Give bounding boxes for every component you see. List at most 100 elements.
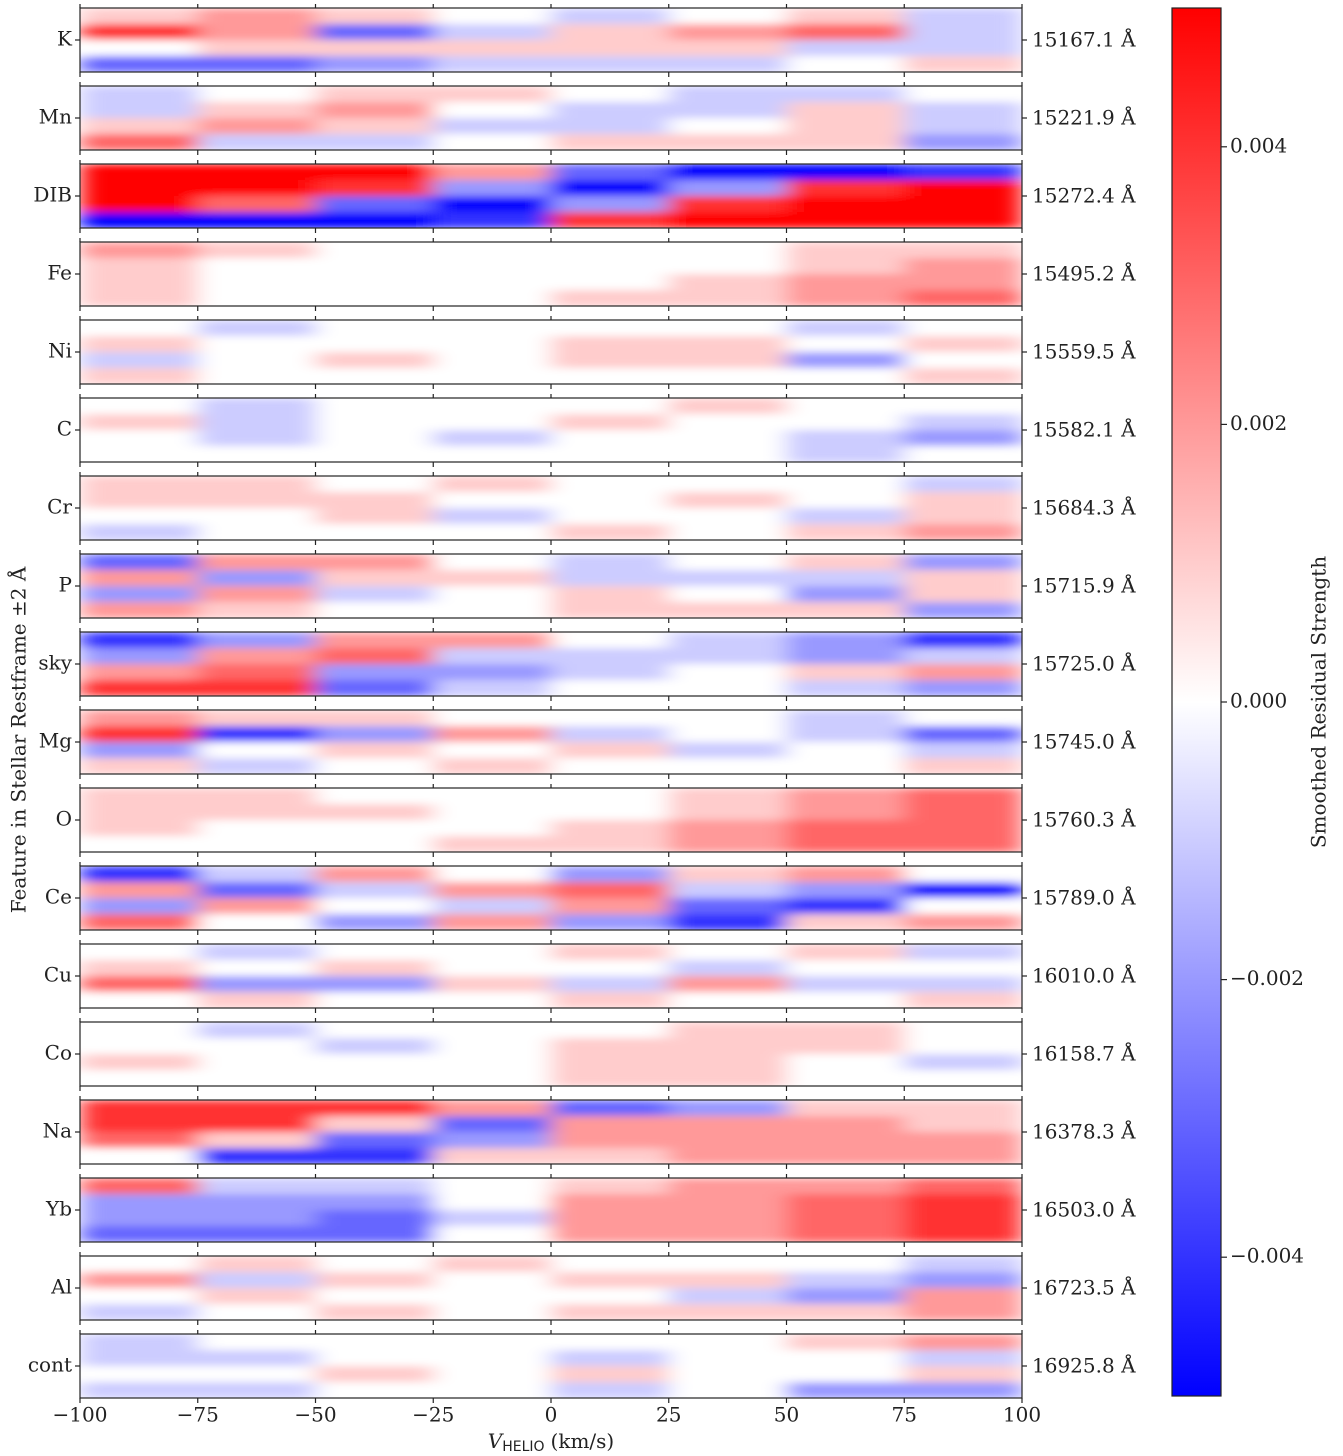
heatmap-cell	[904, 1256, 1022, 1273]
heatmap-cell	[786, 992, 905, 1008]
heatmap-cell	[80, 1178, 199, 1195]
heatmap-cell	[80, 742, 199, 759]
heatmap-cell	[551, 86, 670, 103]
heatmap-cell	[80, 632, 199, 649]
heatmap-cell	[904, 554, 1022, 571]
heatmap-cell	[904, 102, 1022, 119]
heatmap-cell	[786, 1366, 905, 1383]
heatmap-cell	[433, 1226, 552, 1242]
heatmap-cell	[904, 1288, 1022, 1305]
heatmap-cell	[786, 1054, 905, 1071]
heatmap-cell	[80, 1288, 199, 1305]
panel	[80, 164, 1022, 228]
heatmap-cell	[433, 1132, 552, 1149]
heatmap-cell	[80, 242, 199, 259]
heatmap-cell	[551, 1038, 670, 1055]
heatmap-cell	[197, 554, 316, 571]
heatmap-cell	[551, 1304, 670, 1320]
heatmap-cell	[197, 632, 316, 649]
heatmap-cell	[80, 804, 199, 821]
heatmap-cell	[668, 882, 787, 899]
heatmap-cell	[315, 586, 434, 603]
heatmap-cell	[80, 446, 199, 462]
heatmap-cell	[433, 570, 552, 587]
heatmap-cell	[668, 180, 787, 197]
heatmap-cell	[315, 1132, 434, 1149]
heatmap-cell	[315, 1334, 434, 1351]
panel-name: DIB	[33, 183, 72, 207]
heatmap-cell	[197, 476, 316, 493]
heatmap-cell	[551, 758, 670, 774]
panel-wavelength: 15745.0 Å	[1032, 729, 1136, 754]
heatmap-cell	[668, 976, 787, 993]
heatmap-cell	[668, 914, 787, 930]
heatmap-cell	[786, 914, 905, 930]
heatmap-cell	[197, 710, 316, 727]
heatmap-cell	[315, 944, 434, 961]
heatmap-cell	[551, 212, 670, 228]
heatmap-cell	[668, 1226, 787, 1242]
heatmap-cell	[668, 524, 787, 540]
heatmap-cell	[904, 1334, 1022, 1351]
heatmap-cell	[433, 648, 552, 665]
heatmap-cell	[551, 570, 670, 587]
heatmap-cell	[904, 368, 1022, 384]
heatmap-cell	[433, 508, 552, 525]
heatmap-cell	[315, 1256, 434, 1273]
panel-wavelength: 15715.9 Å	[1032, 573, 1136, 598]
heatmap-cell	[80, 86, 199, 103]
heatmap-cell	[80, 1304, 199, 1320]
heatmap-cell	[315, 570, 434, 587]
heatmap-cell	[786, 118, 905, 135]
heatmap-cell	[668, 320, 787, 337]
heatmap-cells	[80, 242, 1022, 306]
heatmap-cell	[551, 336, 670, 353]
heatmap-cell	[315, 1148, 434, 1164]
heatmap-cell	[197, 398, 316, 415]
heatmap-cell	[786, 976, 905, 993]
heatmap-cell	[551, 960, 670, 977]
heatmap-cell	[904, 180, 1022, 197]
heatmap-cell	[668, 1070, 787, 1086]
heatmap-cell	[668, 726, 787, 743]
heatmap-cell	[786, 804, 905, 821]
panel	[80, 242, 1022, 306]
heatmap-cell	[786, 1350, 905, 1367]
heatmap-cell	[433, 180, 552, 197]
heatmap-cell	[197, 1256, 316, 1273]
heatmap-cell	[551, 820, 670, 837]
heatmap-cell	[904, 836, 1022, 852]
heatmap-cell	[315, 1100, 434, 1117]
heatmap-cell	[551, 398, 670, 415]
heatmap-cell	[433, 820, 552, 837]
heatmap-cell	[80, 992, 199, 1008]
heatmap-cell	[197, 1178, 316, 1195]
heatmap-cell	[786, 898, 905, 915]
heatmap-cells	[80, 1256, 1022, 1320]
heatmap-cell	[315, 242, 434, 259]
panel-wavelength: 15684.3 Å	[1032, 495, 1136, 520]
heatmap-cell	[551, 726, 670, 743]
heatmap-cell	[551, 866, 670, 883]
panel-name: Yb	[45, 1197, 72, 1221]
heatmap-cell	[904, 40, 1022, 57]
heatmap-cell	[904, 86, 1022, 103]
heatmap-cell	[197, 1022, 316, 1039]
heatmap-cell	[668, 866, 787, 883]
heatmap-cell	[433, 102, 552, 119]
heatmap-cell	[197, 1148, 316, 1164]
heatmap-cell	[904, 1054, 1022, 1071]
heatmap-cell	[433, 320, 552, 337]
heatmap-cell	[197, 414, 316, 431]
heatmap-cell	[433, 664, 552, 681]
heatmap-cell	[315, 134, 434, 150]
heatmap-cell	[433, 1054, 552, 1071]
heatmap-cell	[786, 430, 905, 447]
panel-wavelength: 16723.5 Å	[1032, 1275, 1136, 1300]
heatmap-cell	[786, 1288, 905, 1305]
heatmap-cell	[668, 680, 787, 696]
heatmap-cell	[80, 1038, 199, 1055]
panel-name: Fe	[47, 261, 72, 285]
heatmap-cell	[80, 352, 199, 369]
heatmap-cell	[904, 242, 1022, 259]
